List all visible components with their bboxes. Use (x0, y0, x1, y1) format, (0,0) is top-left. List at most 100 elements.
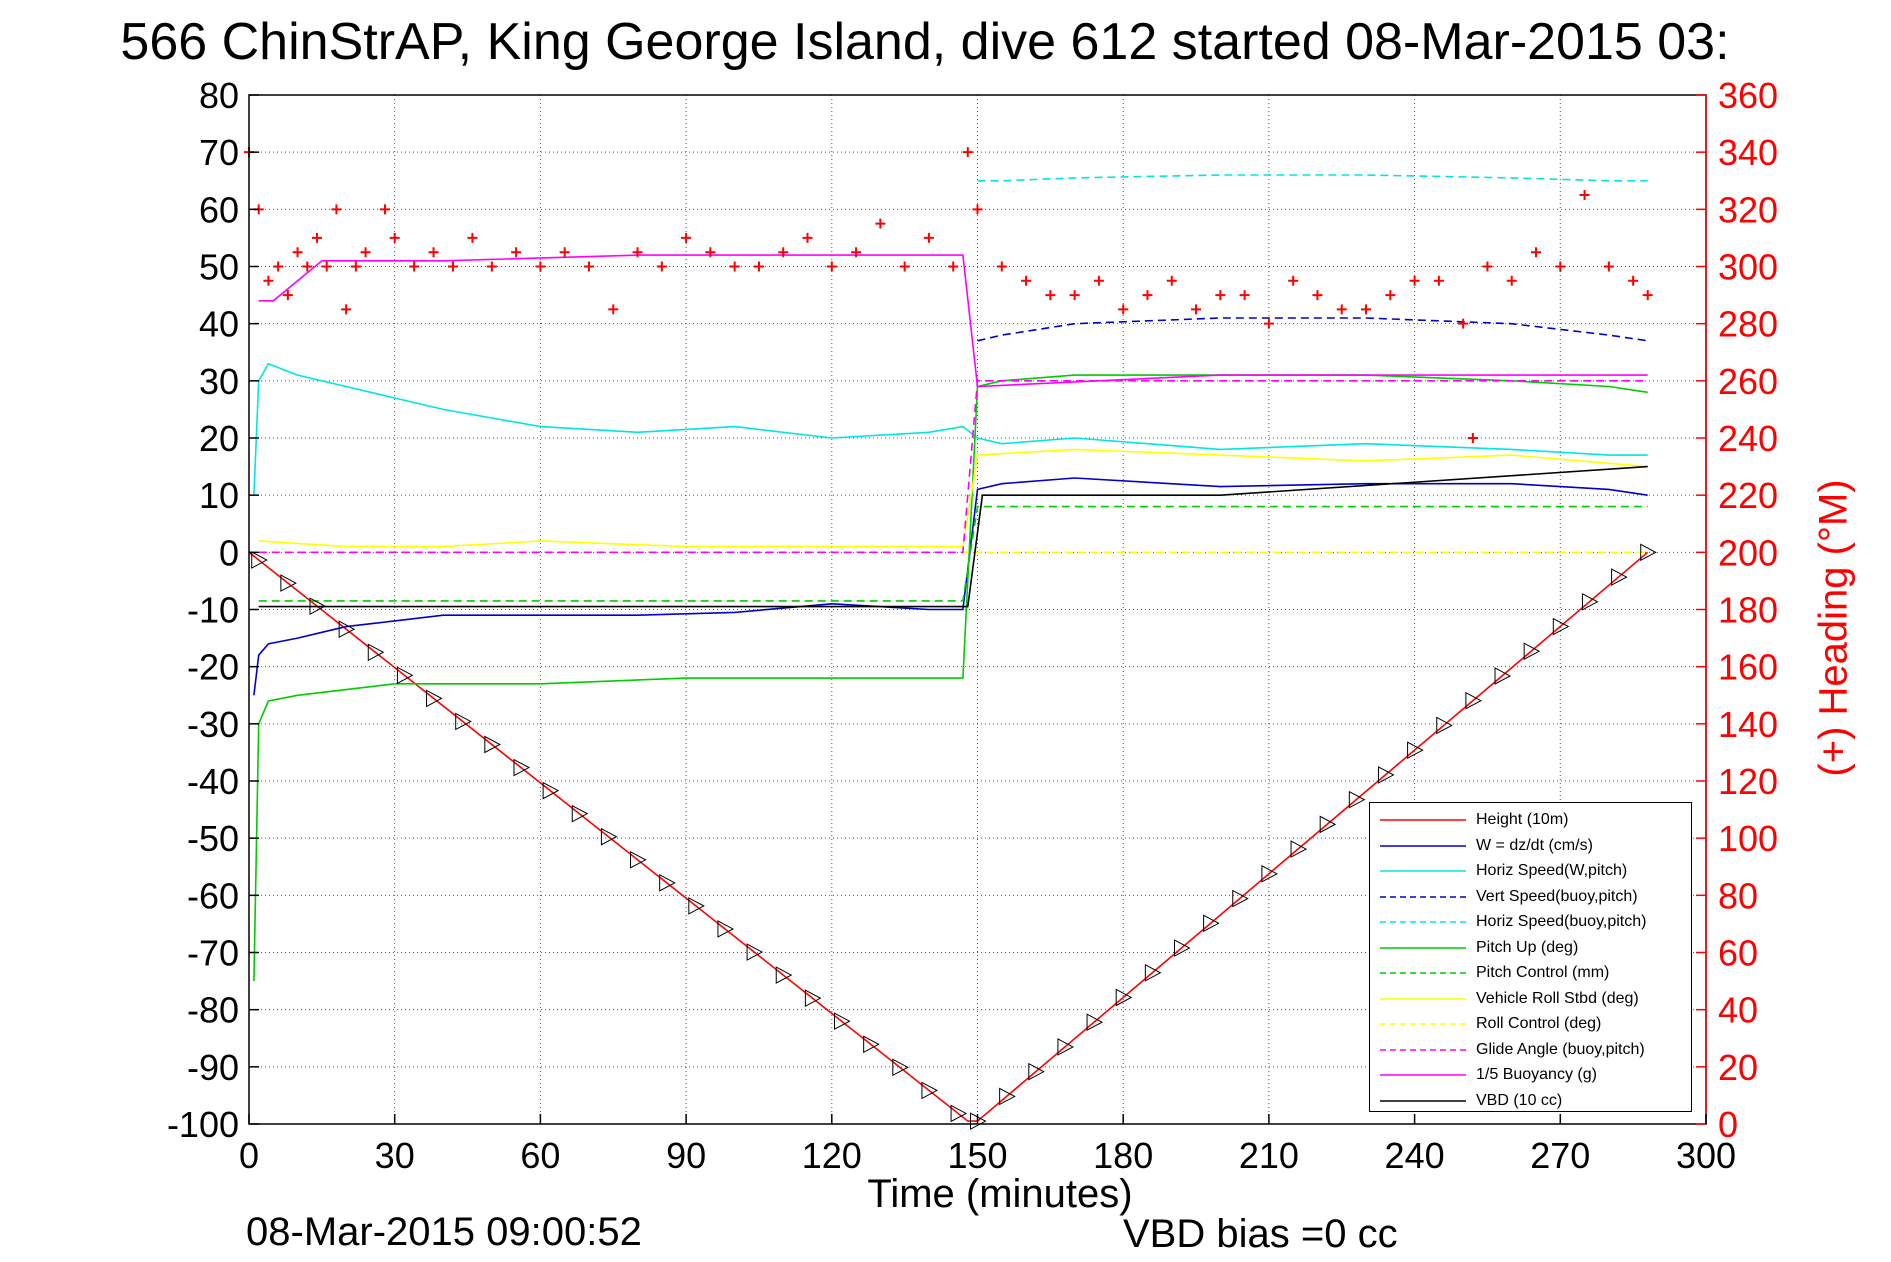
y-right-tick-label: 340 (1718, 132, 1778, 173)
series-line (977, 174, 1648, 182)
x-tick-label: 240 (1385, 1135, 1445, 1176)
legend-swatch (1380, 1023, 1466, 1025)
height-marker (1407, 741, 1424, 760)
y-tick-label: 10 (199, 475, 239, 516)
heading-marker (350, 261, 361, 272)
heading-marker (1093, 275, 1104, 286)
heading-marker (1069, 290, 1080, 301)
legend-label: Pitch Control (mm) (1476, 964, 1610, 981)
x-tick-label: 30 (375, 1135, 415, 1176)
height-marker (659, 874, 676, 892)
height-marker (1086, 1013, 1104, 1032)
heading-marker (1215, 290, 1226, 301)
heading-marker (851, 247, 862, 258)
heading-marker (608, 304, 619, 315)
height-marker (1290, 840, 1308, 858)
x-tick-label: 90 (666, 1135, 706, 1176)
heading-marker (1021, 275, 1032, 286)
series-line (258, 505, 1648, 602)
height-marker (426, 689, 443, 708)
y-right-tick-label: 320 (1718, 189, 1778, 230)
legend-swatch (1380, 895, 1466, 898)
height-marker (804, 989, 822, 1007)
height-marker (630, 850, 647, 869)
y-right-tick-label: 260 (1718, 361, 1778, 402)
height-marker (1144, 963, 1162, 982)
heading-marker (1142, 290, 1153, 301)
legend-label: Horiz Speed(W,pitch) (1476, 862, 1628, 879)
x-tick-label: 120 (802, 1135, 862, 1176)
legend-label: VBD (10 cc) (1476, 1091, 1563, 1109)
series-line (253, 477, 1648, 696)
height-marker (1028, 1062, 1045, 1081)
height-marker (338, 620, 356, 639)
y-tick-label: -60 (187, 875, 239, 916)
height-marker (600, 827, 618, 846)
height-marker (1173, 939, 1191, 957)
y-right-tick-label: 140 (1718, 704, 1778, 745)
legend-label: Roll Control (deg) (1476, 1015, 1602, 1032)
series-line (258, 448, 1648, 548)
legend-item: W = dz/dt (cm/s) (1370, 833, 1691, 858)
height-marker (1319, 815, 1337, 834)
heading-marker (389, 232, 400, 243)
y-tick-label: -30 (187, 704, 239, 745)
x-tick-label: 270 (1530, 1135, 1590, 1176)
heading-marker (292, 247, 303, 258)
series-line (258, 379, 1648, 554)
heading-marker (826, 261, 837, 272)
series-heading-markers (244, 147, 1653, 443)
y-right-tick-label: 60 (1718, 933, 1758, 974)
heading-marker (1628, 275, 1639, 286)
legend-label: Vert Speed(buoy,pitch) (1476, 887, 1638, 905)
y-tick-label: 60 (199, 189, 239, 230)
heading-marker (923, 232, 934, 243)
x-tick-label: 0 (239, 1135, 259, 1176)
legend-item: Roll Control (deg) (1370, 1011, 1691, 1036)
height-marker (892, 1058, 909, 1077)
legend-item: Horiz Speed(buoy,pitch) (1370, 909, 1691, 934)
legend-label: Glide Angle (buoy,pitch) (1476, 1040, 1645, 1058)
height-marker (688, 897, 705, 915)
heading-marker (753, 261, 764, 272)
heading-marker (1166, 275, 1177, 286)
chart-title: 566 ChinStrAP, King George Island, dive … (120, 13, 1730, 71)
heading-marker (467, 232, 478, 243)
y-tick-label: -80 (187, 990, 239, 1031)
legend: Height (10m) W = dz/dt (cm/s) Horiz Speed(… (1369, 802, 1692, 1112)
legend-item: Vehicle Roll Stbd (deg) (1370, 986, 1691, 1011)
height-marker (775, 966, 793, 984)
heading-marker (632, 247, 643, 258)
x-tick-label: 60 (520, 1135, 560, 1176)
y-tick-label: 70 (199, 132, 239, 173)
heading-marker (899, 261, 910, 272)
heading-marker (972, 204, 983, 215)
y-tick-label: -10 (187, 590, 239, 631)
y-right-tick-label: 360 (1718, 75, 1778, 116)
legend-swatch (1380, 1074, 1466, 1076)
heading-marker (511, 247, 522, 258)
legend-swatch (1380, 921, 1466, 923)
height-marker (950, 1104, 968, 1123)
legend-label: Pitch Up (deg) (1476, 938, 1579, 956)
height-marker (251, 551, 268, 569)
heading-marker (802, 232, 813, 243)
x-tick-label: 180 (1093, 1135, 1153, 1176)
y-right-tick-label: 220 (1718, 475, 1778, 516)
heading-marker (656, 261, 667, 272)
height-marker (1640, 543, 1657, 562)
heading-marker (1579, 190, 1590, 201)
heading-marker (1467, 433, 1478, 443)
heading-marker (559, 247, 570, 258)
heading-marker (996, 261, 1007, 272)
heading-marker (1603, 261, 1614, 272)
y-right-tick-label: 180 (1718, 590, 1778, 631)
heading-marker (962, 147, 973, 158)
y-tick-label: -70 (187, 933, 239, 974)
y-right-tick-label: 40 (1718, 990, 1758, 1031)
heading-marker (263, 275, 274, 286)
y-tick-label: 50 (199, 247, 239, 288)
legend-label: Height (10m) (1476, 811, 1569, 828)
timestamp: 08-Mar-2015 09:00:52 (246, 1210, 642, 1254)
legend-item: VBD (10 cc) (1370, 1088, 1691, 1113)
